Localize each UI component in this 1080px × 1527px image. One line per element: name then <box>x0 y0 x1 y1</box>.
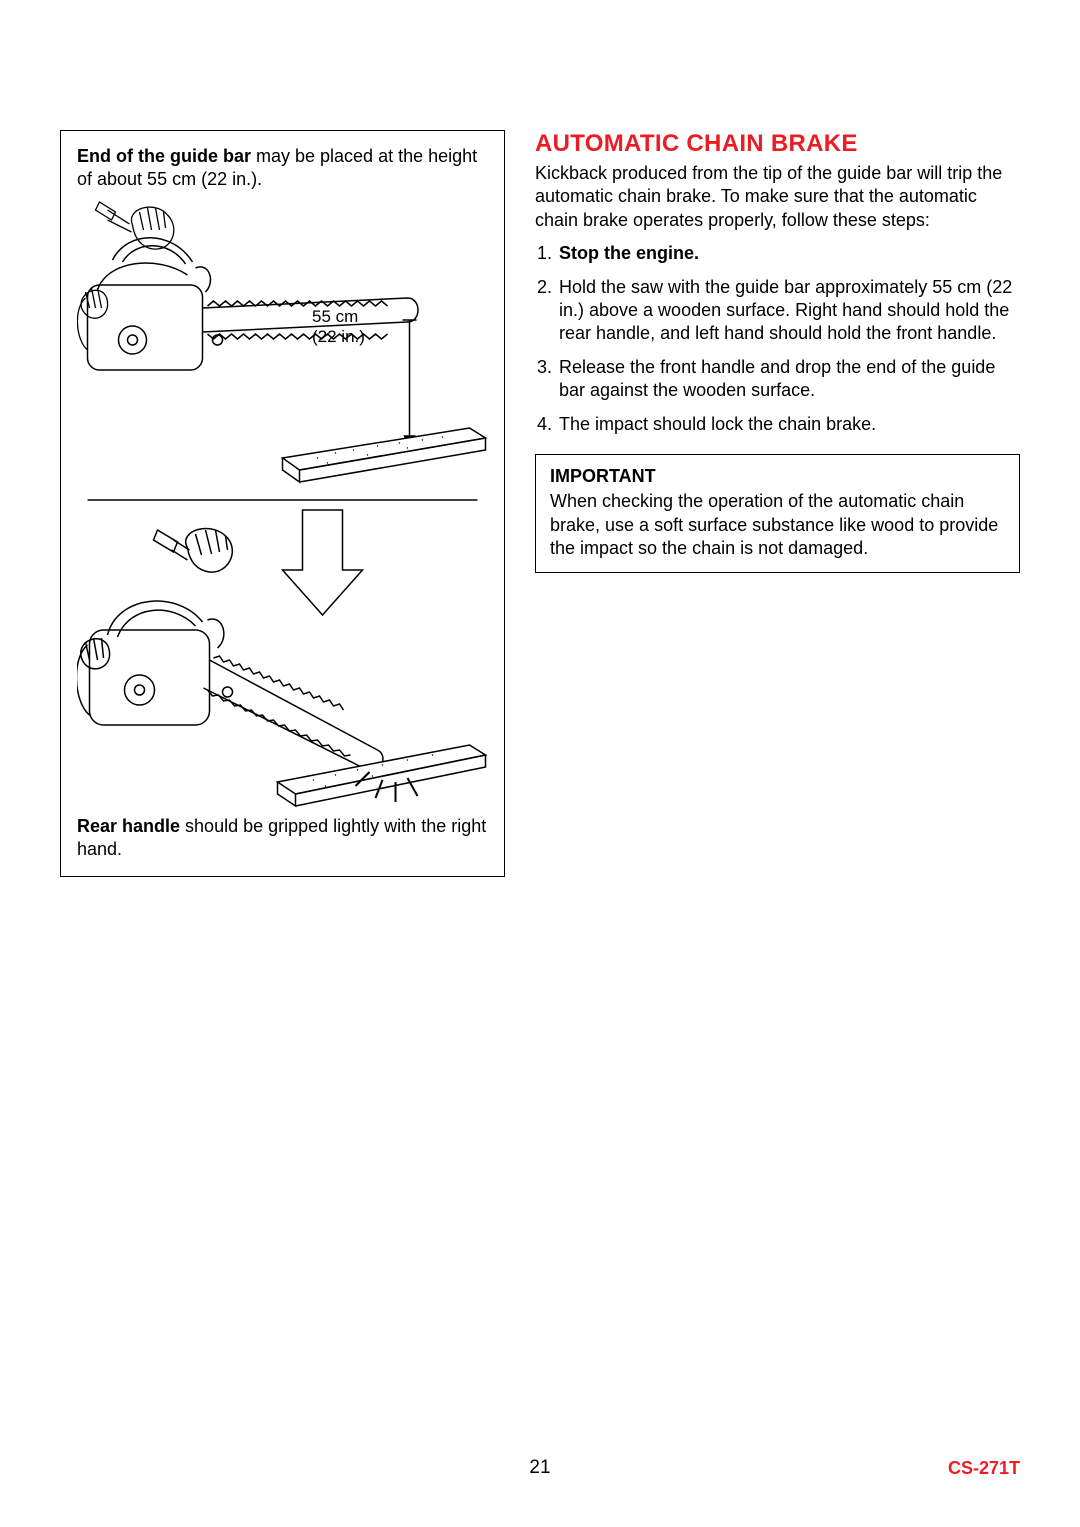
chainsaw-diagram: 55 cm (22 in.) <box>77 190 488 815</box>
section-title: AUTOMATIC CHAIN BRAKE <box>535 130 1020 158</box>
figure-caption-bottom-bold: Rear handle <box>77 816 180 836</box>
important-box: IMPORTANT When checking the operation of… <box>535 454 1020 574</box>
figure-caption-bottom: Rear handle should be gripped lightly wi… <box>77 815 488 860</box>
dimension-value: 55 cm <box>312 307 358 326</box>
step-4: The impact should lock the chain brake. <box>557 413 1020 436</box>
figure-box: End of the guide bar may be placed at th… <box>60 130 505 877</box>
section-intro: Kickback produced from the tip of the gu… <box>535 162 1020 232</box>
dimension-label: 55 cm (22 in.) <box>312 307 365 348</box>
diagram-svg <box>77 190 488 815</box>
important-title: IMPORTANT <box>550 465 1005 488</box>
step-1: Stop the engine. <box>557 242 1020 265</box>
model-code: CS-271T <box>948 1458 1020 1479</box>
important-body: When checking the operation of the autom… <box>550 490 1005 560</box>
page-number: 21 <box>529 1457 550 1479</box>
step-2: Hold the saw with the guide bar approxim… <box>557 276 1020 346</box>
dimension-value-imperial: (22 in.) <box>312 327 365 346</box>
step-3: Release the front handle and drop the en… <box>557 356 1020 403</box>
figure-caption-top: End of the guide bar may be placed at th… <box>77 145 488 190</box>
step-1-bold: Stop the engine. <box>559 243 699 263</box>
figure-caption-top-bold: End of the guide bar <box>77 146 251 166</box>
steps-list: Stop the engine. Hold the saw with the g… <box>535 242 1020 436</box>
